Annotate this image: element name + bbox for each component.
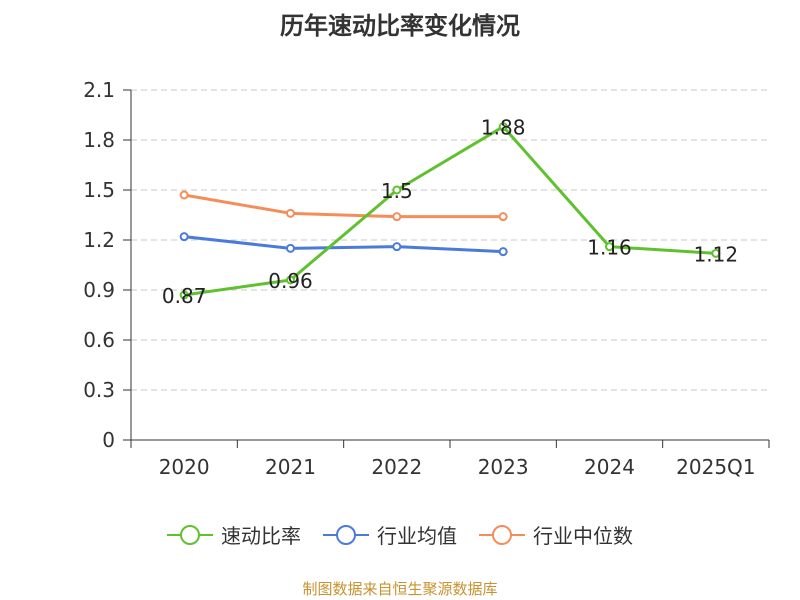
data-point [179,232,189,242]
series-line-2 [183,193,504,219]
data-point [179,190,189,200]
data-point [286,208,295,218]
data-label: 1.88 [481,116,526,140]
data-source-note: 制图数据来自恒生聚源数据库 [302,580,498,598]
y-tick-label: 0 [102,428,115,452]
legend-item-industry-mean[interactable]: 行业均值 [323,520,457,549]
y-tick-label: 1.5 [83,178,115,202]
data-point [498,212,508,222]
x-tick-label: 2022 [371,455,422,479]
data-label: 1.16 [587,236,632,260]
data-point [392,242,402,252]
legend-marker-quick-ratio [167,524,213,545]
data-point [179,290,189,300]
data-label: 0.96 [268,269,313,293]
chart-title: 历年速动比率变化情况 [280,12,520,40]
data-point [498,122,508,132]
legend-marker-industry-mean [323,524,369,545]
legend: 速动比率 行业均值 行业中位数 [0,520,800,549]
legend-label-industry-median: 行业中位数 [533,524,633,548]
data-point [392,185,402,195]
data-label: 0.87 [162,284,207,308]
y-tick-label: 2.1 [83,78,115,102]
x-tick-label: 2020 [159,455,210,479]
x-tick-label: 2023 [478,455,529,479]
legend-marker-industry-median [479,524,525,545]
legend-item-industry-median[interactable]: 行业中位数 [479,520,633,549]
x-tick-label: 2021 [265,455,316,479]
legend-item-quick-ratio[interactable]: 速动比率 [167,520,301,549]
legend-label-quick-ratio: 速动比率 [221,524,301,548]
series-line-0 [183,125,716,297]
data-point [286,275,295,285]
y-tick-label: 0.6 [83,328,115,352]
y-tick-label: 0.3 [83,378,115,402]
legend-label-industry-mean: 行业均值 [377,524,457,548]
series-line-1 [184,235,504,254]
data-point [392,212,402,222]
data-point [286,243,295,253]
y-tick-label: 1.2 [83,228,115,252]
data-label: 1.12 [694,242,739,266]
y-tick-label: 0.9 [83,278,115,302]
data-label: 1.5 [381,179,413,203]
data-point [605,242,614,252]
data-point [498,247,508,257]
data-point [711,248,721,258]
x-tick-label: 2025Q1 [676,455,755,479]
y-tick-label: 1.8 [83,128,115,152]
x-tick-label: 2024 [584,455,635,479]
